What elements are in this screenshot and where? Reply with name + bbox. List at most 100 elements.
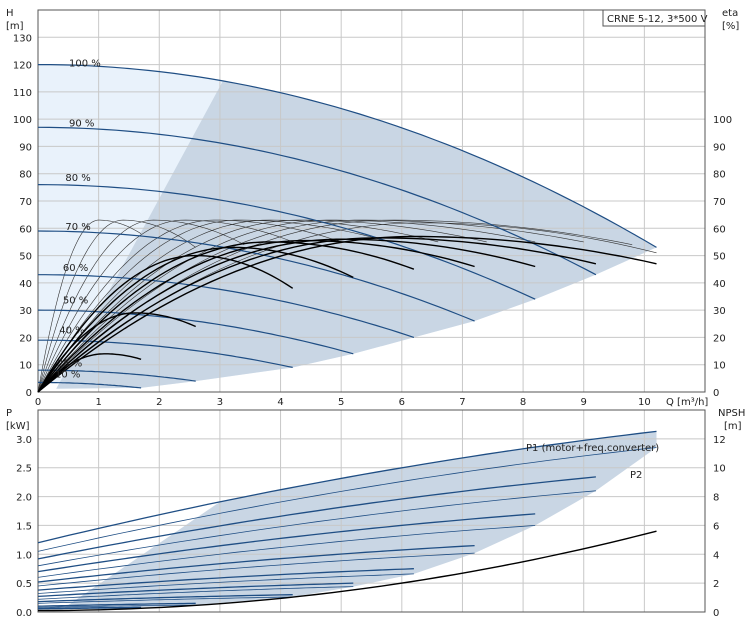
series-label-p2: P2 xyxy=(630,470,642,481)
operating-region-dark xyxy=(56,80,657,389)
y-tick-label-right: 0 xyxy=(713,608,719,619)
y-axis-unit-left: [m] xyxy=(6,21,24,32)
series-label-p1: P1 (motor+freq.converter) xyxy=(526,443,659,454)
eta-curve-0 xyxy=(37,235,657,393)
p2-curve-3 xyxy=(37,552,475,587)
y-tick-label-right: 0 xyxy=(713,388,719,399)
y-tick-label-right: 4 xyxy=(713,550,719,561)
y-tick-label-left: 1.5 xyxy=(16,521,32,532)
y-tick-label-right: 12 xyxy=(713,435,726,446)
p2-curve-5 xyxy=(37,586,354,600)
x-axis-label: Q [m³/h] xyxy=(666,397,708,408)
speed-label-1: 90 % xyxy=(69,118,94,129)
p1-curve-1 xyxy=(37,476,596,560)
y-tick-label-right: 20 xyxy=(713,333,726,344)
p1-curve-3 xyxy=(37,544,475,583)
head-curve-3 xyxy=(37,230,475,322)
p2-curve-4 xyxy=(37,573,414,594)
eta-curve-7 xyxy=(37,312,196,393)
eta-thin-curve-7 xyxy=(37,219,487,393)
y-tick-label-left: 40 xyxy=(19,279,32,290)
y-axis-unit-left: [kW] xyxy=(6,421,30,432)
p2-curve-6 xyxy=(37,596,293,604)
y-tick-label-right: 2 xyxy=(713,579,719,590)
eta-curve-3 xyxy=(37,239,475,393)
y-tick-label-left: 60 xyxy=(19,224,32,235)
eta-thin-curve-3 xyxy=(37,219,293,393)
y-axis-label-left: P xyxy=(6,408,12,419)
y-tick-label-left: 10 xyxy=(19,361,32,372)
x-tick-label: 7 xyxy=(459,397,465,408)
y-tick-label-left: 120 xyxy=(13,61,32,72)
y-tick-label-right: 70 xyxy=(713,197,726,208)
y-tick-label-left: 2.0 xyxy=(16,493,32,504)
y-tick-label-right: 6 xyxy=(713,521,719,532)
x-tick-label: 3 xyxy=(217,397,223,408)
y-axis-label-left: H xyxy=(6,8,14,19)
eta-curve-1 xyxy=(37,237,597,393)
y-axis-unit-right: [m] xyxy=(724,421,742,432)
x-tick-label: 9 xyxy=(581,397,587,408)
y-tick-label-left: 2.5 xyxy=(16,464,32,475)
y-tick-label-right: 30 xyxy=(713,306,726,317)
y-axis-unit-right: [%] xyxy=(722,21,739,32)
speed-label-7: 25 % xyxy=(57,358,82,369)
label-box-text: CRNE 5-12, 3*500 V xyxy=(607,14,708,25)
x-tick-label: 2 xyxy=(156,397,162,408)
plot-frame xyxy=(37,409,706,613)
eta-thin-curve-6 xyxy=(37,219,439,393)
speed-label-4: 60 % xyxy=(63,263,88,274)
y-tick-label-left: 130 xyxy=(13,33,32,44)
speed-label-6: 40 % xyxy=(59,326,84,337)
eta-curve-5 xyxy=(37,246,354,393)
head-efficiency-plot: 100 %90 %80 %70 %60 %50 %40 %25 %10 %0 1 2… xyxy=(6,8,739,408)
y-tick-label-right: 10 xyxy=(713,361,726,372)
x-tick-label: 10 xyxy=(638,397,651,408)
p1-curve-0 xyxy=(37,430,657,544)
y-tick-label-left: 0.0 xyxy=(16,608,32,619)
p1-curve-2 xyxy=(37,513,536,573)
speed-label-0: 100 % xyxy=(69,58,101,69)
p1-curve-6 xyxy=(37,594,293,603)
speed-label-2: 80 % xyxy=(65,173,90,184)
y-tick-label-right: 60 xyxy=(713,224,726,235)
head-curve-5 xyxy=(37,309,354,355)
y-axis-label-right: eta xyxy=(722,8,738,19)
y-tick-label-left: 0 xyxy=(26,388,32,399)
x-tick-label: 4 xyxy=(277,397,283,408)
y-tick-label-right: 80 xyxy=(713,170,726,181)
y-tick-label-left: 20 xyxy=(19,333,32,344)
eta-thin-curve-5 xyxy=(37,219,390,393)
speed-label-8: 10 % xyxy=(55,369,80,380)
eta-curve-8 xyxy=(37,353,142,393)
y-tick-label-right: 8 xyxy=(713,493,719,504)
eta-thin-curve-8 xyxy=(37,219,536,393)
x-tick-label: 8 xyxy=(520,397,526,408)
head-curve-0 xyxy=(38,63,657,248)
x-tick-label: 6 xyxy=(399,397,405,408)
p1-curve-5 xyxy=(37,582,354,598)
y-tick-label-right: 100 xyxy=(713,115,732,126)
p2-curve-1 xyxy=(37,490,596,567)
p1-curve-4 xyxy=(37,568,414,591)
head-curve-8 xyxy=(37,381,142,389)
npsh-curve xyxy=(37,530,657,612)
speed-label-5: 50 % xyxy=(63,296,88,307)
x-tick-label: 0 xyxy=(35,397,41,408)
p2-curve-2 xyxy=(37,525,536,578)
y-tick-label-left: 70 xyxy=(19,197,32,208)
label-box xyxy=(602,9,706,27)
eta-thin-curve-9 xyxy=(37,219,584,393)
x-tick-label: 1 xyxy=(95,397,101,408)
x-tick-label: 5 xyxy=(338,397,344,408)
p2-curve-7 xyxy=(37,604,196,608)
y-tick-label-right: 10 xyxy=(713,464,726,475)
y-tick-label-left: 90 xyxy=(19,142,32,153)
y-tick-label-right: 50 xyxy=(713,252,726,263)
y-tick-label-left: 3.0 xyxy=(16,435,32,446)
p1-curve-7 xyxy=(37,602,196,607)
y-tick-label-left: 100 xyxy=(13,115,32,126)
plot-frame xyxy=(37,9,706,393)
y-tick-label-right: 90 xyxy=(713,142,726,153)
